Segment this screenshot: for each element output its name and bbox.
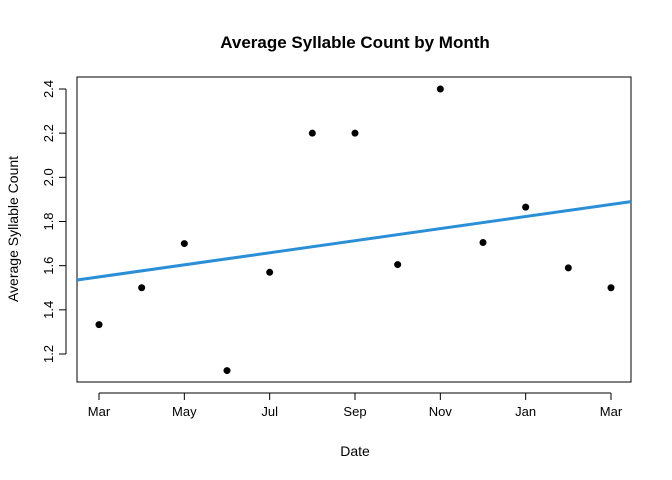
x-tick-label: Jul [261, 404, 278, 419]
x-tick-label: Mar [600, 404, 623, 419]
x-axis: Mar May Jul Sep Nov Jan Mar [88, 392, 623, 419]
x-tick-label: Nov [429, 404, 453, 419]
data-point [564, 264, 572, 272]
data-point [394, 261, 402, 269]
data-point [138, 284, 146, 292]
y-tick-label: 1.8 [41, 212, 56, 230]
data-point [180, 240, 188, 248]
data-point [479, 238, 487, 246]
data-point [223, 367, 231, 375]
plot-frame [76, 76, 632, 383]
data-point [351, 129, 359, 137]
x-tick-label: Sep [343, 404, 366, 419]
x-axis-label: Date [340, 443, 370, 459]
y-tick-label: 1.2 [41, 345, 56, 363]
y-axis: 1.2 1.4 1.6 1.8 2.0 2.2 2.4 [41, 80, 67, 363]
trend-line-group [76, 200, 632, 282]
y-tick-label: 2.2 [41, 124, 56, 142]
data-point [522, 203, 530, 211]
data-point [308, 129, 316, 137]
data-points [95, 85, 615, 375]
x-tick-label: May [172, 404, 197, 419]
chart-title: Average Syllable Count by Month [220, 33, 490, 52]
x-tick-label: Jan [515, 404, 536, 419]
data-point [266, 268, 274, 276]
trend-line [76, 200, 632, 282]
data-point [436, 85, 444, 93]
y-axis-label: Average Syllable Count [5, 156, 21, 302]
y-tick-label: 1.4 [41, 301, 56, 319]
data-point [607, 284, 615, 292]
y-tick-label: 2.0 [41, 168, 56, 186]
y-tick-label: 1.6 [41, 257, 56, 275]
x-tick-label: Mar [88, 404, 111, 419]
data-point [95, 321, 103, 329]
y-tick-label: 2.4 [41, 80, 56, 98]
